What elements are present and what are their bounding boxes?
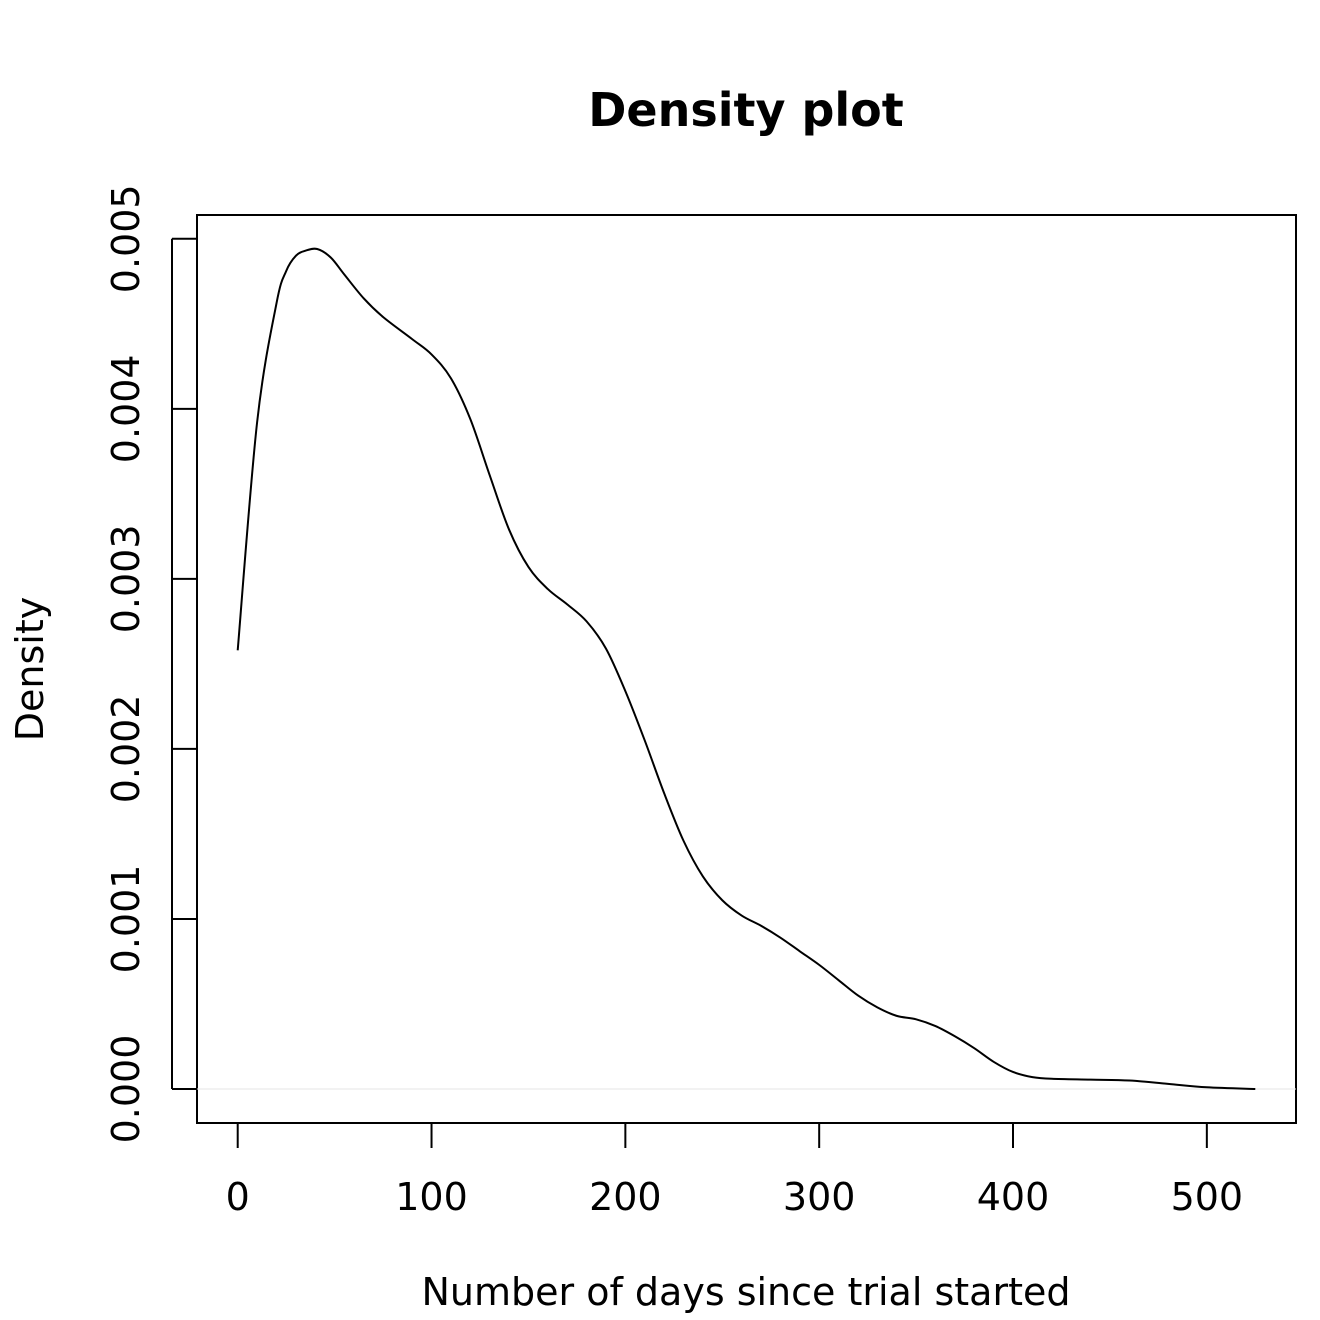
x-tick-label: 0: [226, 1175, 250, 1219]
chart-title: Density plot: [588, 83, 904, 137]
y-tick-label: 0.003: [104, 524, 148, 633]
y-axis: 0.000 0.001 0.002 0.003 0.004 0.005: [104, 184, 197, 1143]
y-tick-label: 0.001: [104, 865, 148, 974]
x-tick-label: 100: [395, 1175, 468, 1219]
x-tick-label: 400: [977, 1175, 1050, 1219]
y-tick-label: 0.004: [104, 354, 148, 463]
x-tick-label: 500: [1171, 1175, 1244, 1219]
plot-frame: [196, 214, 1297, 1124]
y-tick-label: 0.005: [104, 184, 148, 293]
y-axis-label: Density: [8, 597, 52, 741]
x-axis: 0 100 200 300 400 500: [226, 1122, 1244, 1219]
x-tick-label: 200: [589, 1175, 662, 1219]
y-tick-label: 0.002: [104, 695, 148, 804]
x-axis-label: Number of days since trial started: [421, 1270, 1070, 1314]
x-tick-label: 300: [783, 1175, 856, 1219]
density-curve: [236, 247, 1256, 1090]
y-tick-label: 0.000: [104, 1035, 148, 1144]
